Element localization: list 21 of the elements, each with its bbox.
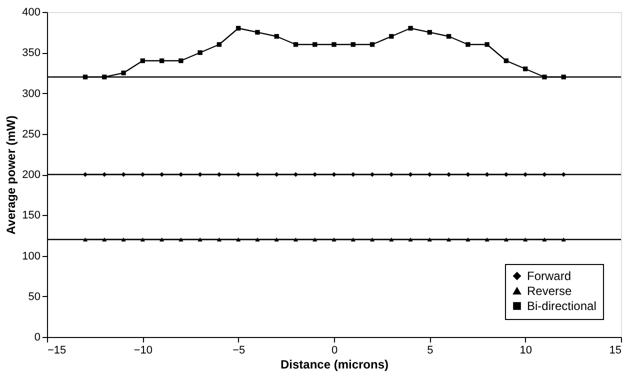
legend-label: Forward (527, 269, 572, 283)
y-tick-label: 100 (22, 250, 40, 262)
x-tick-label: 0 (331, 344, 338, 356)
x-tick-label: −10 (134, 344, 153, 356)
y-tick-label: 150 (22, 210, 40, 222)
x-tick-label: −5 (232, 344, 246, 356)
y-tick-label: 300 (22, 88, 40, 100)
y-tick-label: 0 (34, 332, 40, 344)
x-axis-title: Distance (microns) (280, 358, 389, 372)
x-tick-label: 15 (609, 344, 622, 356)
y-tick-label: 400 (22, 6, 40, 18)
legend-label: Bi-directional (527, 299, 596, 313)
y-axis-title: Average power (mW) (4, 116, 18, 234)
y-tick-label: 200 (22, 169, 40, 181)
y-tick-label: 250 (22, 128, 40, 140)
y-tick-label: 350 (22, 47, 40, 60)
y-tick-label: 50 (28, 290, 40, 303)
x-tick-label: 10 (520, 344, 532, 356)
legend-label: Reverse (527, 284, 572, 298)
x-tick-label: −15 (48, 344, 66, 356)
x-tick-label: 5 (427, 344, 434, 356)
